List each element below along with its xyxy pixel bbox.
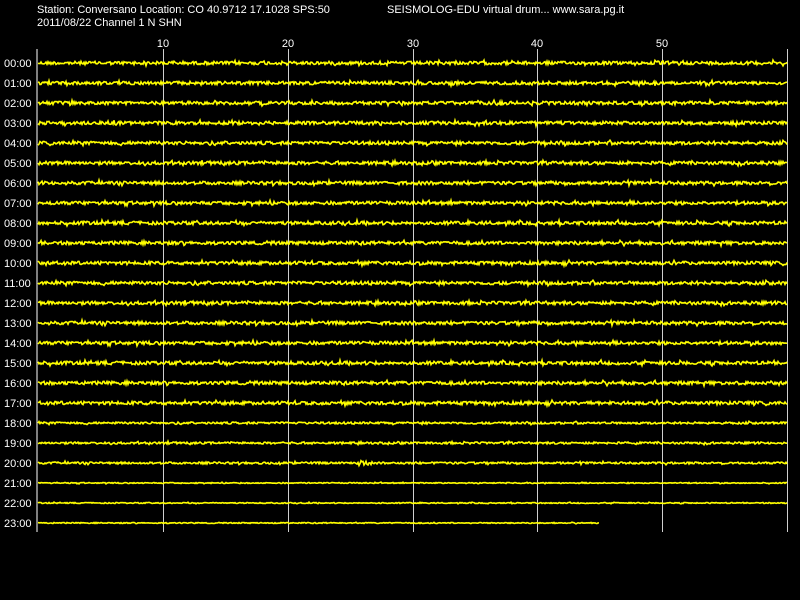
- hour-label: 11:00: [4, 278, 31, 290]
- hour-label: 13:00: [4, 318, 32, 330]
- minute-tick-label: 40: [531, 38, 543, 50]
- trace-row: [37, 77, 788, 89]
- hour-label: 03:00: [4, 118, 32, 130]
- hour-label: 16:00: [4, 378, 32, 390]
- trace-row: [37, 197, 788, 209]
- hour-label: 18:00: [4, 418, 32, 430]
- trace-row: [37, 297, 788, 308]
- trace-row: [37, 438, 788, 447]
- minute-tick-label: 20: [282, 38, 294, 50]
- trace-row: [37, 398, 788, 409]
- trace-row: [37, 419, 788, 427]
- trace-row: [37, 157, 788, 168]
- hour-label: 21:00: [4, 478, 32, 490]
- hour-label: 19:00: [4, 438, 32, 450]
- hour-label: 20:00: [4, 458, 32, 470]
- trace-row: [37, 337, 788, 349]
- hour-label: 14:00: [4, 338, 32, 350]
- hour-label: 10:00: [4, 258, 32, 270]
- trace-row: [37, 97, 788, 108]
- minute-tick-label: 50: [656, 38, 668, 50]
- trace-row: [37, 177, 788, 189]
- trace-row: [37, 258, 788, 269]
- credit-text: SEISMOLOG-EDU virtual drum... www.sara.p…: [387, 4, 625, 16]
- hour-label: 05:00: [4, 158, 32, 170]
- trace-row: [37, 500, 788, 505]
- minute-tick-label: 30: [407, 38, 419, 50]
- hour-label: 22:00: [4, 498, 32, 510]
- trace-row: [37, 238, 787, 249]
- station-info-text: Station: Conversano Location: CO 40.9712…: [37, 4, 330, 16]
- trace-row: [37, 138, 788, 149]
- hour-label: 00:00: [4, 58, 32, 70]
- hour-label: 02:00: [4, 98, 32, 110]
- hour-label: 23:00: [4, 518, 32, 530]
- trace-row: [37, 459, 788, 468]
- date-channel-text: 2011/08/22 Channel 1 N SHN: [37, 17, 182, 29]
- hour-label: 07:00: [4, 198, 32, 210]
- hour-label: 17:00: [4, 398, 32, 410]
- trace-row: [37, 357, 788, 368]
- hour-label: 04:00: [4, 138, 32, 150]
- hour-label: 15:00: [4, 358, 32, 370]
- hour-label: 01:00: [4, 78, 32, 90]
- hour-label: 08:00: [4, 218, 32, 230]
- trace-row: [37, 278, 788, 289]
- minute-tick-label: 10: [157, 38, 169, 50]
- hour-label: 09:00: [4, 238, 32, 250]
- trace-row: [38, 480, 788, 486]
- trace-row: [37, 317, 788, 329]
- trace-row: [37, 378, 788, 389]
- hour-label: 12:00: [4, 298, 32, 310]
- trace-row: [38, 521, 599, 525]
- trace-row: [37, 217, 788, 228]
- trace-row: [37, 57, 788, 69]
- hour-label: 06:00: [4, 178, 32, 190]
- trace-row: [37, 117, 788, 129]
